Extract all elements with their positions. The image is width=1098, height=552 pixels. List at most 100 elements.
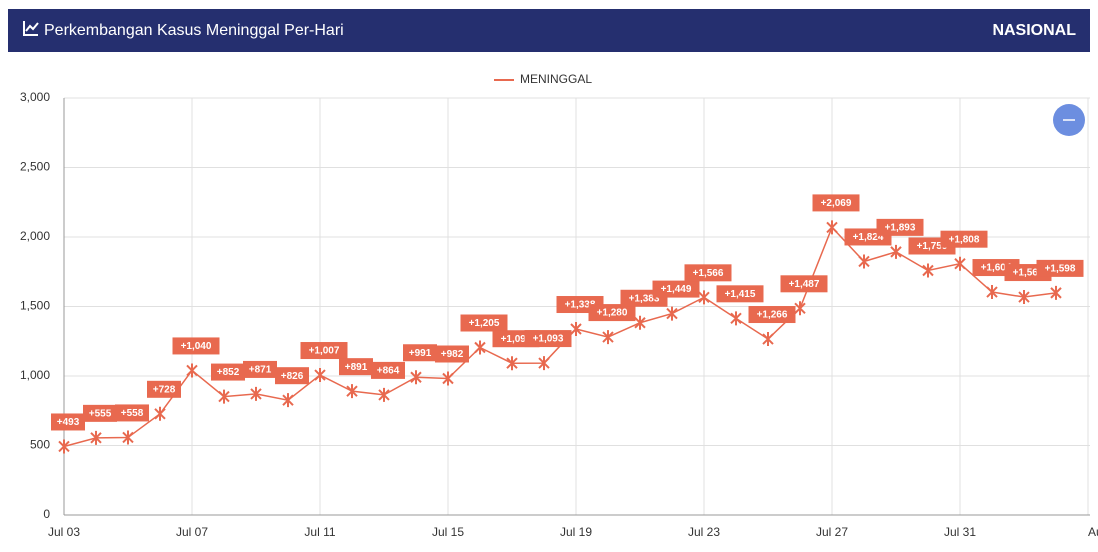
value-label: +2,069 [821, 198, 852, 209]
value-label: +1,824 [853, 232, 884, 243]
value-label-box [940, 230, 988, 248]
point-marker [570, 322, 582, 337]
point-marker [602, 330, 614, 345]
value-label-box [300, 342, 348, 360]
point-marker [154, 406, 166, 421]
value-label: +1,808 [949, 234, 980, 245]
value-label: +1,604 [981, 263, 1012, 274]
point-marker [314, 368, 326, 383]
x-tick-label: Aug [1088, 525, 1098, 539]
value-label-box [211, 363, 245, 381]
value-label: +1,040 [181, 341, 212, 352]
value-label-box [876, 218, 924, 236]
value-label-box [115, 404, 149, 422]
y-tick-label: 2,000 [20, 229, 50, 243]
value-label: +871 [249, 365, 272, 376]
value-label: +982 [441, 349, 464, 360]
value-label: +1,759 [917, 241, 948, 252]
value-label-box [147, 380, 181, 398]
value-label-box [716, 285, 764, 303]
value-label: +1,266 [757, 310, 788, 321]
x-tick-label: Jul 19 [560, 525, 592, 539]
value-label: +891 [345, 362, 368, 373]
header-scope: NASIONAL [992, 22, 1076, 39]
plot-area: +493 +555 +558 +728 +1,040 +852 +871 +826 +1,007… [51, 194, 1084, 454]
point-marker [794, 301, 806, 316]
value-label-box [435, 345, 469, 363]
point-marker [858, 254, 870, 269]
point-marker [1018, 290, 1030, 305]
x-tick-label: Jul 11 [304, 525, 335, 539]
value-label: +558 [121, 408, 144, 419]
value-label-box [243, 360, 277, 378]
value-label-box [403, 344, 437, 362]
y-tick-label: 500 [30, 438, 50, 452]
value-label: +1,568 [1013, 268, 1044, 279]
point-marker [442, 371, 454, 386]
value-label: +493 [57, 417, 80, 428]
value-label: +1,007 [309, 346, 340, 357]
point-marker [730, 311, 742, 326]
value-label-box [684, 264, 732, 282]
value-label: +991 [409, 348, 432, 359]
point-marker [698, 290, 710, 305]
point-marker [986, 285, 998, 300]
point-marker [954, 256, 966, 271]
value-label-box [748, 306, 796, 324]
value-label-box [780, 275, 828, 293]
legend-label: MENINGGAL [520, 72, 592, 86]
value-label: +1,205 [469, 318, 500, 329]
point-marker [474, 340, 486, 355]
point-marker [250, 386, 262, 401]
point-marker [186, 363, 198, 378]
value-label-box [1036, 259, 1084, 277]
point-marker [634, 315, 646, 330]
value-label: +1,383 [629, 293, 660, 304]
value-label-box [275, 367, 309, 385]
point-marker [90, 430, 102, 445]
value-label: +852 [217, 367, 240, 378]
value-label: +826 [281, 371, 304, 382]
value-label-box [172, 337, 220, 355]
value-label-box [812, 194, 860, 212]
y-tick-label: 2,500 [20, 160, 50, 174]
point-marker [666, 306, 678, 321]
y-tick-label: 1,500 [20, 299, 50, 313]
y-tick-label: 0 [43, 507, 50, 521]
point-marker [346, 384, 358, 399]
point-marker [506, 356, 518, 371]
value-label: +1,487 [789, 279, 820, 290]
value-label-box [339, 358, 373, 376]
point-marker [1050, 285, 1062, 300]
x-tick-label: Jul 15 [432, 525, 464, 539]
chart-icon [23, 21, 39, 36]
x-tick-label: Jul 03 [48, 525, 80, 539]
point-marker [410, 370, 422, 385]
value-label: +1,893 [885, 223, 916, 234]
value-label-box [51, 413, 85, 431]
x-tick-label: Jul 31 [944, 525, 976, 539]
point-marker [538, 356, 550, 371]
value-label: +1,338 [565, 300, 596, 311]
value-label: +1,092 [501, 334, 532, 345]
value-label: +728 [153, 384, 176, 395]
point-marker [378, 387, 390, 402]
value-label-box [524, 330, 572, 348]
value-label-box [652, 280, 700, 298]
point-marker [218, 389, 230, 404]
y-tick-label: 3,000 [20, 90, 50, 104]
value-label: +1,280 [597, 308, 628, 319]
value-label: +1,449 [661, 284, 692, 295]
value-label: +1,415 [725, 289, 756, 300]
point-marker [890, 244, 902, 259]
value-label: +1,093 [533, 334, 564, 345]
value-label: +1,598 [1045, 264, 1076, 275]
value-label-box [371, 361, 405, 379]
x-tick-label: Jul 27 [816, 525, 848, 539]
value-label-box [83, 404, 117, 422]
x-tick-label: Jul 23 [688, 525, 720, 539]
value-label: +864 [377, 366, 400, 377]
point-marker [58, 439, 70, 454]
point-marker [282, 393, 294, 408]
